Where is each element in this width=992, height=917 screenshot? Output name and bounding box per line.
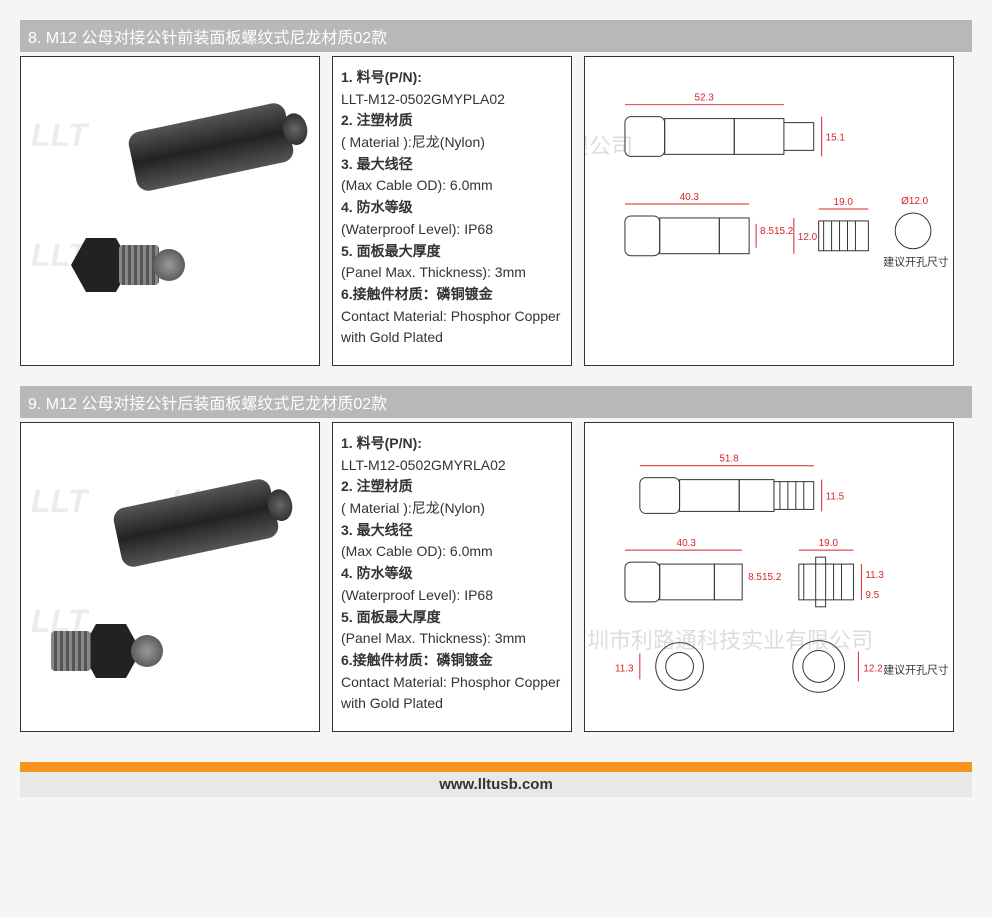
section-9-spec-panel: 1. 料号(P/N): LLT-M12-0502GMYRLA02 2. 注塑材质… (332, 422, 572, 732)
spec-line: 5. 面板最大厚度 (341, 607, 563, 629)
section-9-image-panel: LLT LLT LLT (20, 422, 320, 732)
svg-text:12.2: 12.2 (863, 663, 883, 674)
spec-line: LLT-M12-0502GMYPLA02 (341, 89, 563, 111)
spec-line: (Max Cable OD): 6.0mm (341, 541, 563, 563)
spec-line: (Waterproof Level): IP68 (341, 585, 563, 607)
svg-text:40.3: 40.3 (680, 192, 700, 203)
spec-line: (Waterproof Level): IP68 (341, 219, 563, 241)
section-9-diagram-panel: 深圳市利路通科技实业有限公司 51.8 11.5 (584, 422, 954, 732)
svg-text:40.3: 40.3 (677, 538, 697, 549)
svg-text:15.2: 15.2 (762, 572, 782, 583)
footer-url: www.lltusb.com (20, 772, 972, 797)
svg-text:Ø12.0: Ø12.0 (901, 196, 929, 207)
section-8-image-panel: LLT LLT LLT (20, 56, 320, 366)
svg-text:建议开孔尺寸: 建议开孔尺寸 (883, 255, 949, 269)
spec-line: 2. 注塑材质 (341, 476, 563, 498)
connector-plug-icon (127, 101, 296, 193)
footer: www.lltusb.com (20, 762, 972, 797)
svg-text:11.3: 11.3 (615, 663, 634, 674)
section-8-diagram-panel: 深圳市利路通科技实业有限公司 52.3 15.1 40.3 8.5 15 (584, 56, 954, 366)
spec-line: 4. 防水等级 (341, 563, 563, 585)
spec-line: 2. 注塑材质 (341, 110, 563, 132)
section-8-header: 8. M12 公母对接公针前装面板螺纹式尼龙材质02款 (20, 20, 972, 52)
spec-line: Contact Material: Phosphor Copper with G… (341, 672, 563, 715)
footer-bar (20, 762, 972, 772)
spec-line: 6.接触件材质：磷铜镀金 (341, 650, 563, 672)
svg-text:51.8: 51.8 (719, 454, 739, 465)
spec-line: 3. 最大线径 (341, 154, 563, 176)
section-8-spec-panel: 1. 料号(P/N): LLT-M12-0502GMYPLA02 2. 注塑材质… (332, 56, 572, 366)
spec-line: (Panel Max. Thickness): 3mm (341, 628, 563, 650)
watermark-logo: LLT (31, 117, 87, 154)
svg-text:15.1: 15.1 (826, 132, 846, 143)
connector-socket-icon (81, 613, 171, 688)
dimension-diagram: 52.3 15.1 40.3 8.5 15.2 12.0 (585, 57, 953, 365)
section-9-header: 9. M12 公母对接公针后装面板螺纹式尼龙材质02款 (20, 386, 972, 418)
spec-line: 5. 面板最大厚度 (341, 241, 563, 263)
spec-line: 3. 最大线径 (341, 520, 563, 542)
spec-line: 1. 料号(P/N): (341, 67, 563, 89)
svg-text:9.5: 9.5 (865, 590, 879, 601)
svg-text:15.2: 15.2 (774, 226, 794, 237)
spec-line: 1. 料号(P/N): (341, 433, 563, 455)
section-8: 8. M12 公母对接公针前装面板螺纹式尼龙材质02款 LLT LLT LLT … (20, 20, 972, 366)
spec-line: ( Material ):尼龙(Nylon) (341, 132, 563, 154)
spec-line: Contact Material: Phosphor Copper with G… (341, 306, 563, 349)
svg-text:8.5: 8.5 (760, 226, 774, 237)
watermark-logo: LLT (31, 483, 87, 520)
svg-text:19.0: 19.0 (819, 538, 839, 549)
svg-text:19.0: 19.0 (834, 197, 854, 208)
dimension-diagram: 51.8 11.5 40.3 8.5 15.2 19.0 (585, 423, 953, 731)
spec-line: 4. 防水等级 (341, 197, 563, 219)
svg-text:8.5: 8.5 (748, 572, 762, 583)
svg-text:11.3: 11.3 (865, 570, 884, 581)
svg-text:11.5: 11.5 (826, 492, 845, 503)
spec-line: LLT-M12-0502GMYRLA02 (341, 455, 563, 477)
spec-line: ( Material ):尼龙(Nylon) (341, 498, 563, 520)
section-8-body: LLT LLT LLT 1. 料号(P/N): LLT-M12-0502GMYP… (20, 56, 972, 366)
svg-text:52.3: 52.3 (694, 93, 714, 104)
svg-text:12.0: 12.0 (798, 232, 818, 243)
connector-plug-icon (112, 477, 281, 569)
connector-socket-icon (71, 227, 161, 302)
section-9-body: LLT LLT LLT 1. 料号(P/N): LLT-M12-0502GMYR… (20, 422, 972, 732)
spec-line: (Panel Max. Thickness): 3mm (341, 262, 563, 284)
section-9: 9. M12 公母对接公针后装面板螺纹式尼龙材质02款 LLT LLT LLT … (20, 386, 972, 732)
svg-text:建议开孔尺寸: 建议开孔尺寸 (883, 662, 949, 676)
spec-line: (Max Cable OD): 6.0mm (341, 175, 563, 197)
spec-line: 6.接触件材质：磷铜镀金 (341, 284, 563, 306)
